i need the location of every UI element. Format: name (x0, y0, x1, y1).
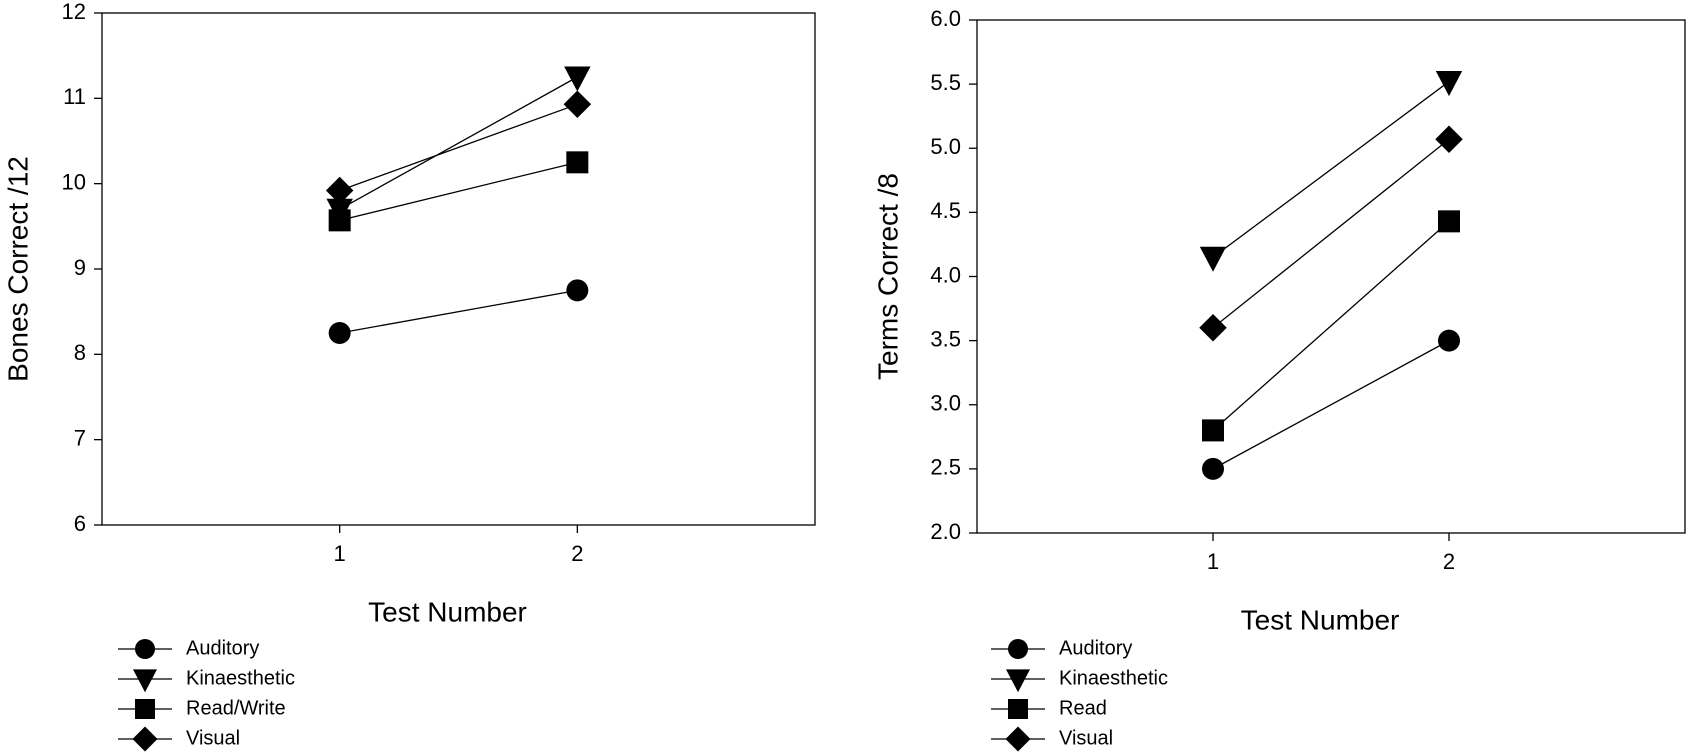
data-point (566, 279, 589, 302)
data-point (328, 322, 351, 344)
data-point (1202, 457, 1224, 480)
data-point (1438, 329, 1460, 352)
data-point (1438, 210, 1460, 233)
y-tick-label: 6.0 (930, 6, 961, 31)
x-axis-title: Test Number (368, 596, 527, 627)
plot-frame (976, 19, 1686, 534)
y-tick-label: 8 (74, 340, 86, 365)
legend-marker (1008, 699, 1028, 719)
x-axis-title: Test Number (1241, 604, 1400, 635)
y-tick-label: 5.5 (930, 70, 961, 95)
data-point (1199, 314, 1227, 342)
y-tick-label: 11 (63, 84, 86, 109)
y-axis-title: Bones Correct /12 (2, 156, 33, 382)
legend-label: Visual (1059, 727, 1113, 749)
y-axis-title: Terms Correct /8 (872, 173, 903, 380)
data-point (564, 66, 591, 92)
y-tick-label: 4.0 (930, 262, 961, 287)
series-line (1212, 340, 1450, 470)
legend-marker (133, 669, 157, 693)
y-tick-label: 3.5 (930, 326, 961, 351)
y-tick-label: 12 (62, 0, 86, 24)
x-tick-label: 2 (571, 541, 583, 566)
data-point (1199, 246, 1227, 272)
data-point (1435, 71, 1463, 97)
series-line (339, 103, 578, 192)
legend-marker (1006, 669, 1030, 693)
data-point (563, 90, 592, 119)
legend-marker (135, 639, 155, 659)
series-line (339, 289, 578, 334)
x-tick-label: 1 (334, 541, 346, 566)
legend-label: Auditory (186, 637, 259, 659)
x-tick-label: 1 (1207, 549, 1219, 574)
legend-marker (135, 699, 155, 719)
x-tick-label: 2 (1443, 549, 1455, 574)
data-point (566, 151, 589, 174)
y-tick-label: 2.5 (930, 455, 961, 480)
y-tick-label: 7 (74, 425, 86, 450)
plot-frame (101, 12, 816, 526)
y-tick-label: 6 (74, 511, 86, 536)
legend-marker (132, 726, 158, 752)
legend-label: Read/Write (186, 697, 286, 719)
series-line (1212, 138, 1450, 329)
series-line (1212, 81, 1450, 258)
data-point (1435, 125, 1463, 154)
data-point (328, 209, 351, 232)
data-point (1202, 419, 1224, 442)
series-line (339, 161, 578, 221)
y-tick-label: 3.0 (930, 391, 961, 416)
legend-marker (1008, 639, 1028, 659)
y-tick-label: 9 (74, 255, 86, 280)
series-line (339, 76, 578, 210)
y-tick-label: 4.5 (930, 198, 961, 223)
series-line (1212, 220, 1450, 431)
y-tick-label: 5.0 (930, 134, 961, 159)
legend-label: Kinaesthetic (1059, 667, 1168, 689)
y-tick-label: 10 (62, 169, 86, 194)
legend-label: Visual (186, 727, 240, 749)
legend-label: Read (1059, 697, 1107, 719)
legend-marker (1005, 726, 1031, 752)
legend-label: Kinaesthetic (186, 667, 295, 689)
data-point (325, 176, 354, 205)
legend-label: Auditory (1059, 637, 1132, 659)
y-tick-label: 2.0 (930, 519, 961, 544)
